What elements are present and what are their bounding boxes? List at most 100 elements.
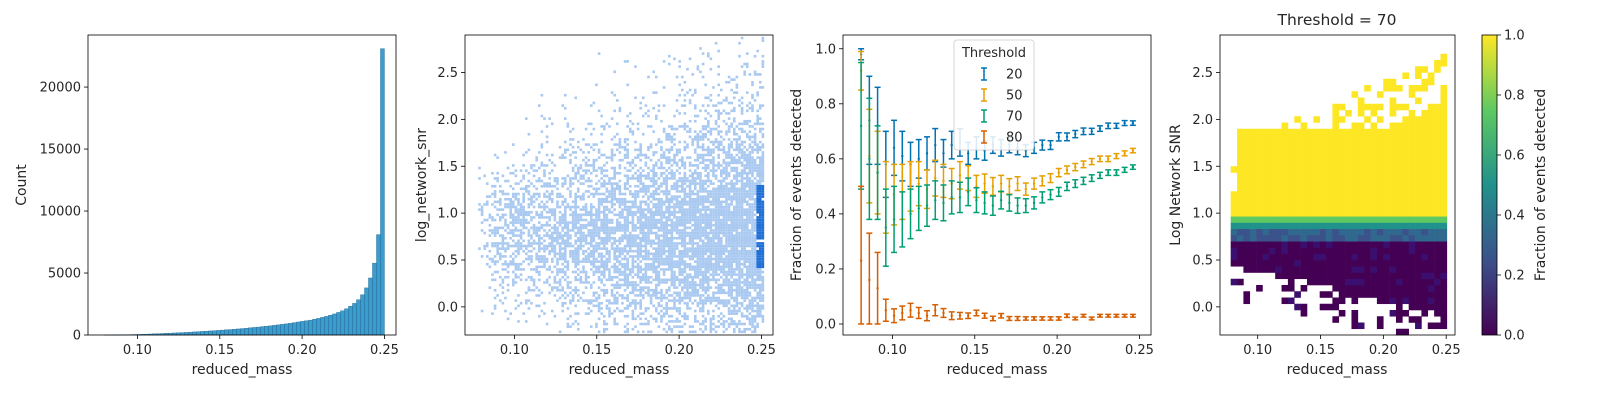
density-cell: [719, 301, 723, 305]
density-cell: [563, 179, 567, 183]
density-cell: [706, 195, 710, 198]
density-cell: [673, 161, 676, 165]
density-cell: [751, 203, 754, 206]
density-cell: [675, 205, 679, 209]
density-cell: [563, 208, 567, 211]
density-cell: [587, 257, 590, 261]
density-cell: [675, 320, 679, 323]
density-cell: [761, 86, 765, 89]
density-cell: [688, 130, 692, 133]
density-cell: [628, 236, 632, 240]
density-cell: [602, 260, 606, 263]
density-cell: [574, 288, 577, 292]
density-cell: [540, 200, 544, 204]
density-cell: [537, 265, 541, 269]
density-cell: [509, 236, 512, 240]
density-cell: [652, 291, 655, 295]
density-cell: [680, 190, 684, 193]
density-cell: [647, 278, 650, 282]
density-cell: [561, 216, 564, 219]
density-cell: [727, 125, 731, 128]
density-cell: [652, 210, 655, 214]
density-cell: [670, 218, 674, 222]
density-cell: [717, 218, 720, 222]
density-cell: [704, 301, 707, 305]
density-cell: [678, 262, 681, 266]
density-cell: [540, 130, 544, 133]
density-cell: [730, 242, 733, 245]
density-cell: [647, 223, 650, 227]
density-cell: [688, 307, 692, 310]
density-cell: [660, 156, 663, 159]
density-cell: [673, 156, 676, 159]
density-cell: [592, 226, 596, 230]
density-cell: [722, 244, 726, 248]
density-cell: [761, 205, 765, 209]
density-cell: [543, 239, 546, 243]
density-cell: [693, 314, 697, 318]
density-cell: [626, 187, 629, 191]
density-cell: [647, 203, 650, 206]
density-cell: [587, 299, 590, 302]
density-cell: [727, 268, 731, 271]
density-cell: [641, 273, 645, 276]
density-cell: [688, 205, 692, 209]
density-cell: [688, 239, 692, 243]
density-cell: [647, 257, 650, 261]
density-cell: [634, 164, 637, 167]
density-cell: [610, 158, 614, 162]
y-tick-label: 15000: [40, 143, 81, 158]
density-cell: [714, 164, 718, 167]
density-cell: [634, 177, 637, 180]
density-cell: [706, 268, 710, 271]
density-cell: [605, 187, 609, 191]
density-cell: [618, 268, 622, 271]
density-cell: [751, 265, 754, 269]
density-cell: [704, 187, 707, 191]
density-cell: [623, 288, 627, 292]
density-cell: [657, 265, 661, 269]
density-cell: [485, 244, 489, 248]
density-cell: [478, 166, 481, 170]
density-cell: [569, 252, 572, 256]
density-cell: [626, 179, 629, 183]
density-cell: [535, 304, 538, 308]
density-cell: [714, 122, 718, 126]
density-cell: [717, 73, 720, 76]
density-cell: [693, 286, 697, 289]
density-cell: [709, 327, 713, 331]
density-cell: [576, 294, 580, 297]
density-cell: [561, 294, 564, 297]
density-cell: [688, 330, 692, 334]
density-cell: [634, 140, 637, 144]
density-cell: [719, 312, 723, 315]
density-cell: [719, 169, 723, 172]
density-cell: [610, 288, 614, 292]
density-cell: [717, 192, 720, 196]
density-cell: [540, 247, 544, 250]
density-cell: [725, 301, 728, 305]
density-cell: [610, 138, 614, 141]
density-cell: [743, 200, 746, 204]
density-cell: [686, 252, 689, 256]
density-cell: [595, 242, 598, 245]
density-cell: [634, 325, 637, 328]
density-cell: [706, 166, 710, 170]
density-cell: [610, 278, 614, 282]
density-cell: [595, 325, 598, 328]
density-cell: [683, 317, 687, 321]
density-cell: [649, 213, 653, 217]
density-cell: [678, 265, 681, 269]
density-cell: [602, 229, 606, 232]
density-cell: [595, 182, 598, 185]
density-cell: [592, 234, 596, 237]
density-cell: [667, 255, 671, 258]
density-cell: [600, 182, 603, 185]
density-cell: [626, 218, 629, 222]
density-cell: [748, 73, 752, 76]
density-cell: [714, 278, 718, 282]
density-cell: [626, 153, 629, 157]
density-cell: [649, 244, 653, 248]
density-cell: [678, 208, 681, 211]
density-cell: [600, 210, 603, 214]
